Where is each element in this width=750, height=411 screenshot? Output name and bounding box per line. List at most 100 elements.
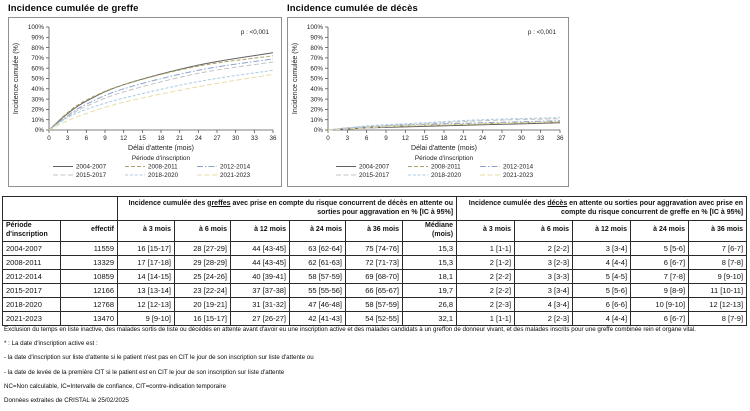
table-cell: 13329 bbox=[60, 254, 118, 270]
footnote-abbreviations: NC=Non calculable, IC=Intervalle de conf… bbox=[4, 382, 227, 390]
table-cell: 44 [43-45] bbox=[230, 240, 290, 256]
table-cell: 2012-2014 bbox=[2, 268, 61, 284]
y-tick-label: 100% bbox=[28, 24, 45, 31]
y-tick-label: 70% bbox=[310, 55, 323, 62]
table-cell: 55 [55-56] bbox=[289, 282, 346, 298]
chart-panel-greffe: Incidence cumulée de greffe 0% 10% 20% 30% 4… bbox=[8, 3, 282, 187]
x-tick-label: 33 bbox=[537, 135, 545, 142]
y-tick-label: 60% bbox=[31, 65, 44, 72]
table-cell: 2018-2020 bbox=[2, 296, 61, 312]
group-header-greffe-prefix: Incidence cumulée des bbox=[128, 199, 208, 207]
x-tick-label: 12 bbox=[402, 135, 410, 142]
p-value: p : <0,001 bbox=[241, 29, 270, 36]
table-cell: 72 [71-73] bbox=[345, 254, 403, 270]
table-cell: 23 [22-24] bbox=[174, 282, 231, 298]
table-cell: 1 [1-1] bbox=[456, 310, 516, 326]
table-row: 2018-2020 12768 12 [12-13] 20 [19-21] 31 [31… bbox=[2, 296, 748, 312]
series-line-2008-2011 bbox=[48, 55, 274, 131]
x-tick-label: 24 bbox=[479, 135, 487, 142]
x-tick-label: 18 bbox=[440, 135, 448, 142]
deces-chart: 0%10%20%30%40%50%60%70%80%90%100%0 3 6 9 12 1… bbox=[292, 24, 564, 179]
legend-label-2008-2011: 2008-2011 bbox=[148, 164, 178, 171]
table-cell: 7 [7-8] bbox=[630, 268, 690, 284]
footnotes: Exclusion du temps en liste inactive, de… bbox=[4, 326, 749, 411]
chart-panel-deces: Incidence cumulée de décès 0% 10% 20% 30% 40… bbox=[287, 3, 569, 187]
y-axis-title: Incidence cumulée (%) bbox=[292, 43, 299, 114]
legend-label-2021-2023: 2021-2023 bbox=[220, 172, 251, 179]
x-tick-label: 0 bbox=[326, 135, 330, 142]
y-tick-label: 40% bbox=[31, 86, 44, 93]
table-cell: 15,3 bbox=[401, 240, 458, 256]
table-cell: 26,8 bbox=[401, 296, 458, 312]
table-cell: 2 [2-3] bbox=[514, 310, 574, 326]
table-cell: 47 [46-48] bbox=[289, 296, 346, 312]
table-cell: 9 [9-10] bbox=[688, 268, 748, 284]
x-tick-label: 9 bbox=[103, 135, 107, 142]
table-cell: 2 [2-2] bbox=[456, 282, 516, 298]
table-corner bbox=[2, 196, 118, 221]
column-header-mediane: Médiane (mois) bbox=[401, 220, 458, 242]
table-cell: 1 [1-1] bbox=[456, 240, 516, 256]
x-tick-label: 18 bbox=[157, 135, 165, 142]
table-cell: 28 [27-29] bbox=[174, 240, 231, 256]
table-cell: 10 [9-10] bbox=[630, 296, 690, 312]
series-line-2012-2014 bbox=[327, 120, 561, 131]
table-cell: 12166 bbox=[60, 282, 118, 298]
table-cell: 2008-2011 bbox=[2, 254, 61, 270]
x-tick-label: 21 bbox=[460, 135, 468, 142]
table-cell: 37 [37-38] bbox=[230, 282, 290, 298]
table-cell: 42 [41-43] bbox=[289, 310, 346, 326]
chart-title-deces: Incidence cumulée de décès bbox=[287, 3, 418, 14]
y-tick-label: 30% bbox=[310, 96, 323, 103]
footnote-inscription-active: * : La date d'inscription active est : bbox=[4, 340, 98, 348]
table-row: 2015-2017 12166 13 [13-14] 23 [22-24] 37 [37… bbox=[2, 282, 748, 298]
legend-label-2018-2020: 2018-2020 bbox=[431, 172, 462, 179]
y-tick-label: 70% bbox=[31, 55, 44, 62]
y-tick-label: 60% bbox=[310, 65, 323, 72]
column-header-deces-3mois: à 3 mois bbox=[456, 220, 516, 242]
series-line-2021-2023 bbox=[48, 73, 274, 131]
table-cell: 16 [15-17] bbox=[117, 240, 175, 256]
table-cell: 12 [12-13] bbox=[117, 296, 175, 312]
x-tick-label: 0 bbox=[47, 135, 51, 142]
column-header-greffe-3mois: à 3 mois bbox=[117, 220, 175, 242]
y-tick-label: 80% bbox=[310, 45, 323, 52]
table-cell: 62 [61-63] bbox=[289, 254, 346, 270]
series-line-2021-2023 bbox=[327, 121, 561, 131]
results-table-body: 2004-2007 11559 16 [15-17] 28 [27-29] 44 [43… bbox=[2, 240, 748, 326]
table-cell: 10859 bbox=[60, 268, 118, 284]
table-cell: 3 [3-4] bbox=[514, 282, 574, 298]
group-header-greffe-keyword: greffes bbox=[207, 199, 231, 207]
table-row: 2012-2014 10859 14 [14-15] 25 [24-26] 40 [39… bbox=[2, 268, 748, 284]
legend-title: Période d'inscription bbox=[132, 155, 191, 162]
column-header-periode: Période d'inscription bbox=[2, 220, 61, 242]
column-header-deces-24mois: à 24 mois bbox=[630, 220, 690, 242]
x-tick-label: 27 bbox=[498, 135, 506, 142]
column-header-greffe-6mois: à 6 mois bbox=[174, 220, 231, 242]
x-tick-label: 15 bbox=[421, 135, 429, 142]
table-cell: 6 [6-7] bbox=[630, 310, 690, 326]
chart-box-deces: 0% 10% 20% 30% 40% 50% 60% 70% 80% 90% 100% 0 3 6 9 12 1… bbox=[287, 17, 569, 187]
table-cell: 66 [65-67] bbox=[345, 282, 403, 298]
column-header-deces-36mois: à 36 mois bbox=[688, 220, 748, 242]
table-cell: 25 [24-26] bbox=[174, 268, 231, 284]
x-tick-label: 6 bbox=[365, 135, 369, 142]
table-cell: 13470 bbox=[60, 310, 118, 326]
legend-label-2012-2014: 2012-2014 bbox=[220, 164, 251, 171]
y-tick-label: 50% bbox=[310, 76, 323, 83]
table-cell: 40 [39-41] bbox=[230, 268, 290, 284]
x-tick-label: 3 bbox=[346, 135, 350, 142]
column-header-deces-12mois: à 12 mois bbox=[572, 220, 632, 242]
table-cell: 2 [2-2] bbox=[456, 268, 516, 284]
y-tick-label: 0% bbox=[35, 127, 45, 134]
y-tick-label: 40% bbox=[310, 86, 323, 93]
series-line-2004-2007 bbox=[48, 52, 274, 131]
table-cell: 32,1 bbox=[401, 310, 458, 326]
group-header-greffe-suffix: avec prise en compte du risque concurren… bbox=[230, 199, 454, 216]
table-cell: 2004-2007 bbox=[2, 240, 61, 256]
y-tick-label: 10% bbox=[310, 117, 323, 124]
series-line-2012-2014 bbox=[48, 58, 274, 131]
table-cell: 5 [4-5] bbox=[572, 268, 632, 284]
table-cell: 4 [4-4] bbox=[572, 254, 632, 270]
table-cell: 15,3 bbox=[401, 254, 458, 270]
